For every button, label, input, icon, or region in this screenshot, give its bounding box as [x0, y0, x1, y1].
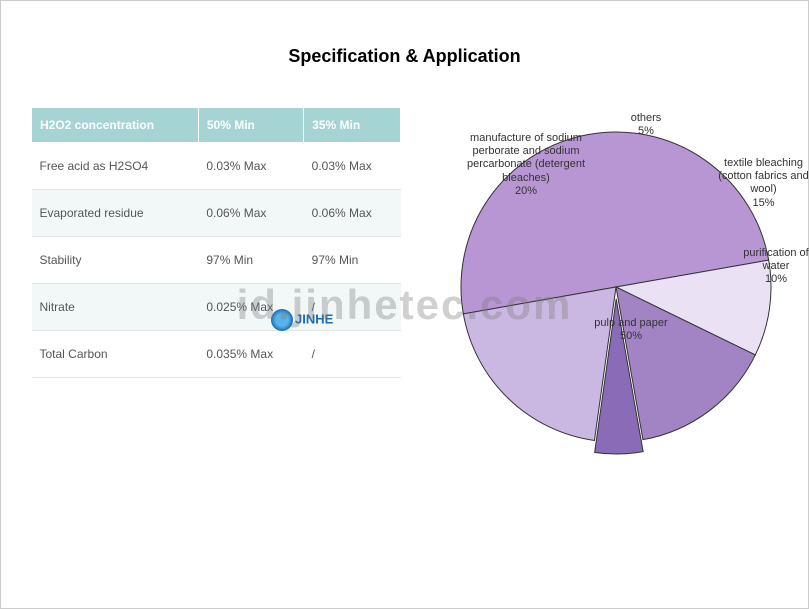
spec-table-body: Free acid as H2SO40.03% Max0.03% MaxEvap… — [32, 143, 401, 378]
pie-slice — [463, 287, 616, 440]
table-cell: 0.03% Max — [198, 143, 303, 190]
table-cell: / — [304, 331, 401, 378]
table-cell: Free acid as H2SO4 — [32, 143, 199, 190]
table-cell: Nitrate — [32, 284, 199, 331]
content-row: H2O2 concentration 50% Min 35% Min Free … — [1, 107, 808, 467]
table-row: Evaporated residue0.06% Max0.06% Max — [32, 190, 401, 237]
table-row: Total Carbon0.035% Max/ — [32, 331, 401, 378]
pie-slice-label: others5% — [616, 112, 676, 138]
pie-slice-label: manufacture of sodium perborate and sodi… — [451, 132, 601, 198]
pie-chart-wrap: pulp and paper50%purification of water10… — [431, 107, 801, 467]
logo: JINHE — [271, 309, 333, 331]
logo-text: JINHE — [295, 311, 333, 326]
page-title: Specification & Application — [1, 46, 808, 67]
col-header-2: 35% Min — [304, 108, 401, 143]
table-row: Nitrate0.025% Max/ — [32, 284, 401, 331]
logo-icon — [271, 309, 293, 331]
table-cell: Stability — [32, 237, 199, 284]
col-header-1: 50% Min — [198, 108, 303, 143]
table-cell: 0.03% Max — [304, 143, 401, 190]
pie-slice-label: textile bleaching (cotton fabrics and wo… — [716, 157, 809, 210]
col-header-0: H2O2 concentration — [32, 108, 199, 143]
table-cell: 0.06% Max — [198, 190, 303, 237]
spec-table-wrap: H2O2 concentration 50% Min 35% Min Free … — [31, 107, 401, 467]
pie-slice-label: purification of water10% — [736, 247, 809, 287]
table-cell: 0.035% Max — [198, 331, 303, 378]
pie-slice-label: pulp and paper50% — [571, 317, 691, 343]
table-cell: Evaporated residue — [32, 190, 199, 237]
table-cell: 0.06% Max — [304, 190, 401, 237]
table-cell: 97% Min — [304, 237, 401, 284]
table-row: Stability97% Min97% Min — [32, 237, 401, 284]
table-row: Free acid as H2SO40.03% Max0.03% Max — [32, 143, 401, 190]
table-cell: Total Carbon — [32, 331, 199, 378]
spec-table: H2O2 concentration 50% Min 35% Min Free … — [31, 107, 401, 378]
table-cell: 97% Min — [198, 237, 303, 284]
